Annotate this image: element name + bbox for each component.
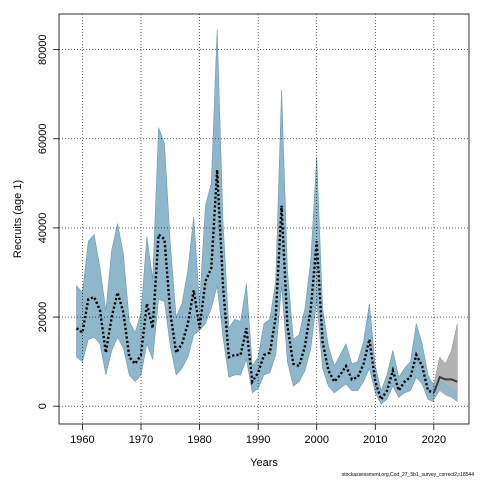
y-tick-label: 80000 <box>37 34 49 65</box>
y-tick-label: 60000 <box>37 123 49 154</box>
x-axis-title: Years <box>250 457 278 469</box>
estimate-line <box>75 169 435 403</box>
forecast-overlap-band <box>433 379 458 402</box>
forecast-line <box>432 375 458 394</box>
x-tick-label: 1990 <box>246 434 270 446</box>
plot-frame <box>58 13 470 425</box>
x-tick-label: 2010 <box>363 434 387 446</box>
confidence-band <box>76 29 435 405</box>
y-tick-label: 40000 <box>37 213 49 244</box>
y-axis-title: Recruits (age 1) <box>12 180 24 258</box>
x-tick-label: 1980 <box>187 434 211 446</box>
chart-footnote: stockassessment.org,Cod_27_5b1_survey_co… <box>341 472 474 478</box>
x-tick-label: 1970 <box>129 434 153 446</box>
x-tick-label: 2000 <box>304 434 328 446</box>
y-tick-label: 0 <box>37 403 49 409</box>
x-tick-label: 1960 <box>70 434 94 446</box>
y-tick-label: 20000 <box>37 302 49 333</box>
x-tick-label: 2020 <box>422 434 446 446</box>
